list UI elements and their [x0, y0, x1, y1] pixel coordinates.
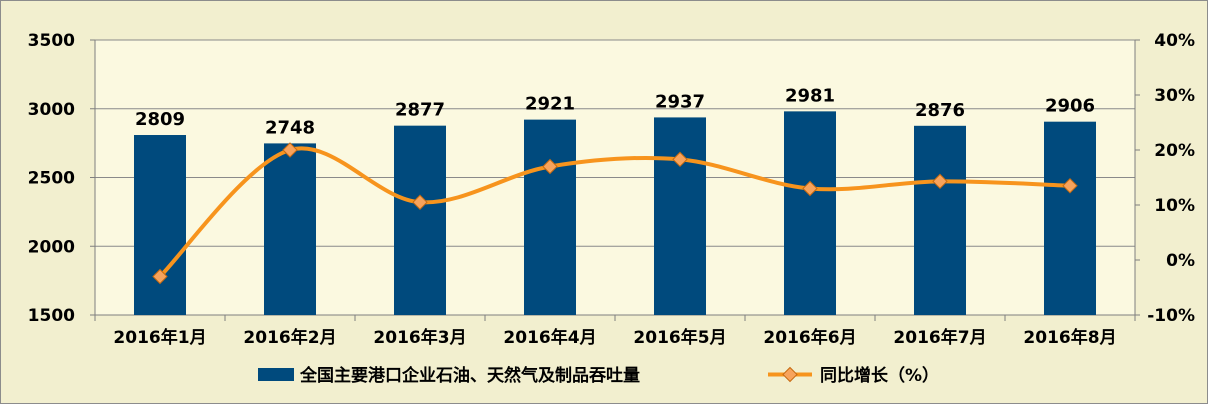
x-tick-label: 2016年4月 — [503, 327, 596, 348]
bar — [654, 117, 706, 315]
left-tick-label: 3000 — [28, 100, 75, 120]
data-labels: 2809 2748 2877 2921 2937 2981 2876 2906 — [135, 85, 1095, 138]
growth-point — [542, 158, 558, 175]
right-tick-label: 30% — [1154, 86, 1195, 106]
legend-bar-label: 全国主要港口企业石油、天然气及制品吞吐量 — [299, 365, 640, 386]
right-tick-label: 10% — [1154, 196, 1195, 216]
growth-point — [152, 268, 168, 285]
x-tick-label: 2016年5月 — [633, 327, 726, 348]
bar — [264, 143, 316, 315]
x-axis-ticks: 2016年1月 2016年2月 2016年3月 2016年4月 2016年5月 2016年… — [113, 327, 1116, 348]
x-tick-label: 2016年7月 — [893, 327, 986, 348]
bar — [524, 119, 576, 315]
legend-line-label: 同比增长（%） — [820, 365, 939, 386]
bar-value-label: 2921 — [525, 94, 575, 115]
line-series — [152, 142, 1078, 285]
bar-value-label: 2876 — [915, 100, 965, 121]
left-tick-label: 2500 — [28, 169, 75, 189]
growth-point — [932, 173, 948, 190]
bar — [394, 125, 446, 315]
x-tick-label: 2016年8月 — [1023, 327, 1116, 348]
bar — [134, 135, 186, 315]
legend: 全国主要港口企业石油、天然气及制品吞吐量 同比增长（%） — [258, 365, 939, 386]
bar — [1044, 121, 1096, 315]
right-tick-label: 20% — [1154, 141, 1195, 161]
growth-point — [802, 180, 818, 197]
right-axis-ticks: -10% 0% 10% 20% 30% 40% — [1147, 31, 1195, 326]
x-tick-label: 2016年6月 — [763, 327, 856, 348]
right-tick-label: 40% — [1154, 31, 1195, 51]
left-tick-label: 1500 — [28, 306, 75, 326]
growth-point — [282, 142, 298, 158]
bar — [784, 111, 836, 315]
bar-value-label: 2809 — [135, 109, 185, 130]
bar-series — [134, 111, 1096, 315]
legend-bar-swatch — [258, 368, 294, 381]
x-tick-label: 2016年3月 — [373, 327, 466, 348]
left-tick-label: 3500 — [28, 31, 75, 51]
right-tick-label: -10% — [1147, 306, 1195, 326]
growth-point — [672, 151, 688, 168]
bar — [914, 125, 966, 315]
bar-value-label: 2937 — [655, 91, 705, 112]
bar-value-label: 2877 — [395, 100, 445, 121]
x-tick-label: 2016年2月 — [243, 327, 336, 348]
growth-point — [412, 194, 428, 210]
legend-line-marker — [782, 366, 798, 383]
growth-point — [1062, 178, 1078, 194]
bar-value-label: 2906 — [1045, 96, 1095, 117]
x-tick-label: 2016年1月 — [113, 327, 206, 348]
bar-value-label: 2981 — [785, 85, 835, 106]
left-tick-label: 2000 — [28, 237, 75, 257]
bar-value-label: 2748 — [265, 117, 315, 138]
right-tick-label: 0% — [1166, 251, 1195, 271]
left-axis-ticks: 1500 2000 2500 3000 3500 — [28, 31, 75, 326]
